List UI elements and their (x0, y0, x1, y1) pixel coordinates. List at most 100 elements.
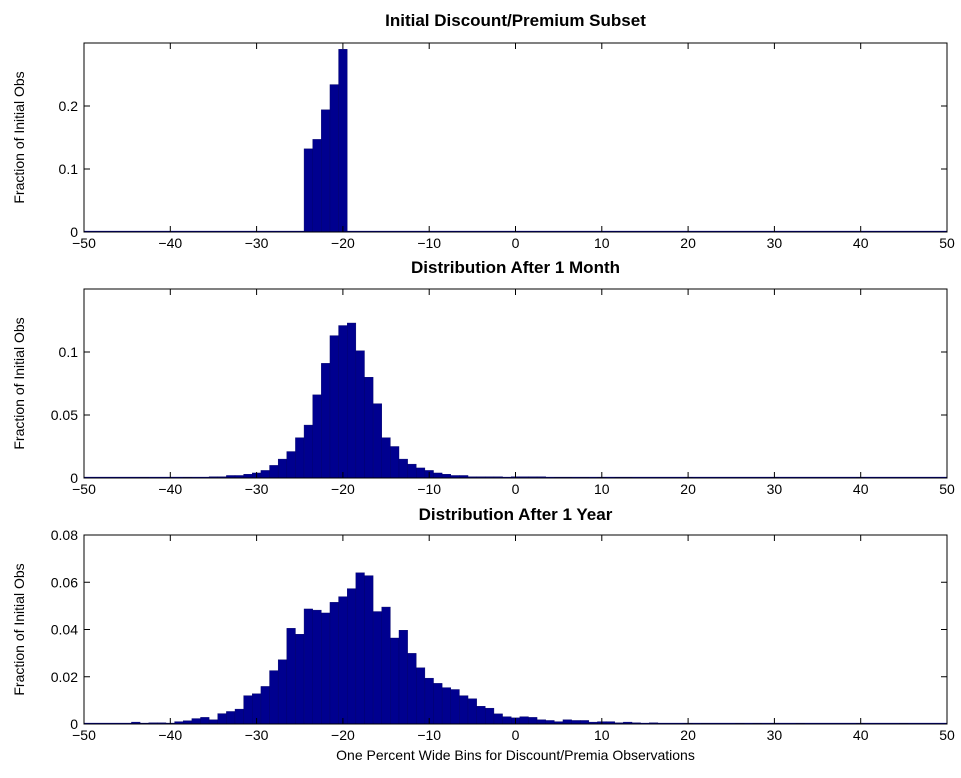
chart-panel-3: Distribution After 1 Year −50 −40 −30 −20 −10… (11, 505, 955, 763)
x-tick-label: 30 (767, 235, 783, 251)
bar--26 (286, 451, 296, 479)
bar--12 (407, 653, 417, 725)
bar--27 (277, 659, 288, 725)
bar-3 (536, 719, 546, 725)
bar--19 (347, 322, 357, 479)
bar--21 (329, 335, 339, 479)
y-tick-label: 0.2 (59, 98, 79, 114)
x-tick-label: −30 (245, 235, 269, 251)
x-tick-label: 40 (853, 235, 869, 251)
x-tick-label: −10 (417, 481, 441, 497)
x-tick-label: −50 (72, 235, 96, 251)
bar--5 (467, 698, 477, 725)
bar--4 (476, 706, 486, 725)
y-tick-label: 0.02 (51, 669, 78, 685)
x-tick-label: 0 (512, 481, 520, 497)
bar--28 (269, 465, 279, 479)
x-tick-label: −40 (158, 235, 182, 251)
bar--6 (459, 695, 469, 725)
x-tick-label: −20 (331, 235, 355, 251)
bar--16 (372, 611, 382, 725)
bar--9 (433, 472, 443, 479)
bar--20 (338, 49, 348, 233)
x-tick-label: 40 (853, 481, 869, 497)
x-tick-label: 50 (939, 727, 955, 743)
bar--29 (260, 686, 270, 725)
bar--33 (226, 711, 236, 725)
x-tick-label: 50 (939, 481, 955, 497)
x-tick-label: 20 (680, 235, 696, 251)
bar--22 (321, 612, 331, 725)
x-tick-label: −40 (158, 727, 182, 743)
bar-6 (562, 719, 572, 725)
x-tick-label: −30 (245, 727, 269, 743)
bar--18 (355, 350, 365, 479)
bar--25 (295, 437, 305, 479)
bar--22 (321, 363, 331, 479)
bar--13 (398, 458, 408, 479)
x-tick-label: 10 (594, 481, 610, 497)
bar--14 (390, 446, 400, 479)
bar--22 (321, 109, 331, 233)
x-tick-label: 50 (939, 235, 955, 251)
x-tick-label: 40 (853, 727, 869, 743)
bar--7 (450, 689, 460, 725)
bar-4 (545, 720, 555, 725)
bar--24 (303, 424, 313, 479)
bar--37 (191, 718, 201, 725)
bar--15 (381, 606, 391, 725)
y-tick-label: 0 (70, 224, 78, 240)
bar--11 (416, 667, 426, 725)
bar--34 (217, 713, 227, 725)
bar--10 (424, 677, 434, 725)
bar--23 (312, 139, 322, 233)
x-tick-label: 20 (680, 727, 696, 743)
x-tick-label: −30 (245, 481, 269, 497)
bar--17 (364, 377, 374, 479)
bar--21 (329, 84, 339, 233)
bar--15 (381, 437, 391, 479)
x-tick-label: 10 (594, 727, 610, 743)
plot-frame (83, 42, 948, 233)
bar--21 (329, 602, 339, 725)
bar--3 (485, 707, 495, 725)
bar-1 (519, 716, 529, 725)
bar--24 (303, 148, 313, 233)
plot-frame (83, 288, 948, 479)
x-tick-label: 0 (512, 727, 520, 743)
y-tick-label: 0 (70, 470, 78, 486)
bar--20 (338, 325, 348, 479)
y-tick-label: 0.08 (51, 527, 78, 543)
chart-panel-2: Distribution After 1 Month −50 −40 −30 −20 −1… (11, 258, 955, 497)
plot-frame (83, 534, 948, 725)
bar--24 (303, 608, 313, 725)
chart-title: Initial Discount/Premium Subset (385, 11, 646, 30)
bar--23 (312, 609, 322, 725)
x-tick-label: 0 (512, 235, 520, 251)
bar-7 (571, 720, 581, 725)
bar--19 (347, 588, 357, 725)
x-tick-label: 30 (767, 481, 783, 497)
bar--17 (364, 575, 374, 725)
x-tick-label: 20 (680, 481, 696, 497)
x-tick-label: −50 (72, 481, 96, 497)
x-axis-label: One Percent Wide Bins for Discount/Premi… (336, 747, 695, 763)
bar--20 (338, 596, 348, 725)
x-tick-label: −20 (331, 481, 355, 497)
y-tick-label: 0.1 (59, 344, 79, 360)
bar-8 (580, 720, 590, 725)
y-axis-label: Fraction of Initial Obs (11, 71, 27, 203)
bar--2 (493, 713, 503, 725)
bar--12 (407, 463, 417, 479)
y-tick-label: 0.05 (51, 407, 78, 423)
y-tick-label: 0.06 (51, 574, 78, 590)
bar--27 (277, 458, 288, 479)
bar--29 (260, 470, 270, 479)
chart-panel-1: Initial Discount/Premium Subset −50 −40 −30… (11, 11, 955, 251)
bar--16 (372, 403, 382, 479)
bar--23 (312, 394, 322, 479)
y-tick-label: 0 (70, 716, 78, 732)
bar--35 (208, 719, 218, 725)
y-tick-label: 0.1 (59, 161, 79, 177)
